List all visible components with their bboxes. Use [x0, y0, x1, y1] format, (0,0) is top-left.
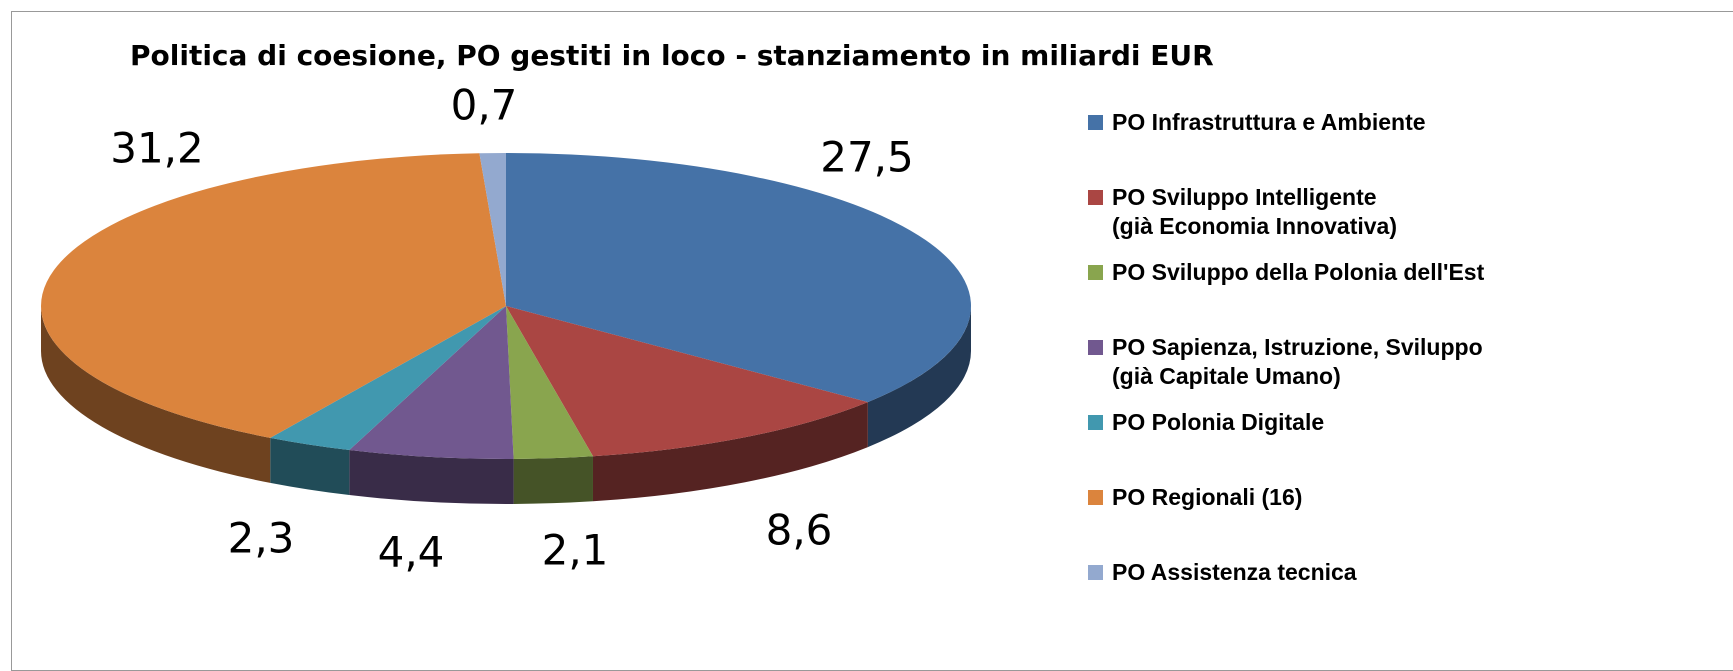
- data-label: 2,1: [542, 526, 609, 575]
- legend-label: PO Assistenza tecnica: [1112, 559, 1357, 585]
- legend-item: PO Sapienza, Istruzione, Sviluppo (già C…: [1088, 333, 1483, 391]
- slice: [479, 153, 506, 306]
- slice-side: [592, 402, 868, 502]
- slice-side: [513, 456, 593, 504]
- slice-side: [270, 437, 350, 496]
- legend-swatch: [1088, 115, 1103, 130]
- legend-item: PO Sviluppo Intelligente (già Economia I…: [1088, 183, 1397, 241]
- slice: [506, 306, 868, 457]
- data-label: 4,4: [378, 528, 445, 577]
- legend-label: PO Sapienza, Istruzione, Sviluppo (già C…: [1112, 334, 1483, 389]
- data-label: 2,3: [228, 514, 295, 563]
- slice: [506, 306, 593, 459]
- legend-swatch: [1088, 490, 1103, 505]
- legend-item: PO Regionali (16): [1088, 483, 1302, 512]
- legend-swatch: [1088, 190, 1103, 205]
- data-label: 0,7: [451, 81, 518, 130]
- legend-swatch: [1088, 265, 1103, 280]
- legend-label: PO Sviluppo della Polonia dell'Est: [1112, 259, 1485, 285]
- legend-label: PO Infrastruttura e Ambiente: [1112, 109, 1426, 135]
- legend-label: PO Sviluppo Intelligente (già Economia I…: [1112, 184, 1397, 239]
- legend-item: PO Assistenza tecnica: [1088, 558, 1357, 587]
- chart: Politica di coesione, PO gestiti in loco…: [40, 39, 1214, 577]
- legend-item: PO Polonia Digitale: [1088, 408, 1324, 437]
- slice-side: [867, 306, 971, 448]
- slice-side: [349, 450, 514, 504]
- legend-label: PO Regionali (16): [1112, 484, 1303, 510]
- slice: [270, 306, 506, 451]
- slice: [40, 153, 506, 438]
- legend-item: PO Infrastruttura e Ambiente: [1088, 108, 1426, 137]
- chart-title: Politica di coesione, PO gestiti in loco…: [130, 39, 1214, 72]
- legend-swatch: [1088, 415, 1103, 430]
- slice: [349, 306, 514, 460]
- legend-swatch: [1088, 565, 1103, 580]
- slice: [506, 153, 971, 403]
- legend-swatch: [1088, 340, 1103, 355]
- legend-item: PO Sviluppo della Polonia dell'Est: [1088, 258, 1484, 287]
- data-label: 27,5: [820, 133, 914, 182]
- slice-side: [41, 306, 271, 483]
- legend-label: PO Polonia Digitale: [1112, 409, 1325, 435]
- data-label: 31,2: [110, 124, 204, 173]
- data-label: 8,6: [766, 506, 833, 555]
